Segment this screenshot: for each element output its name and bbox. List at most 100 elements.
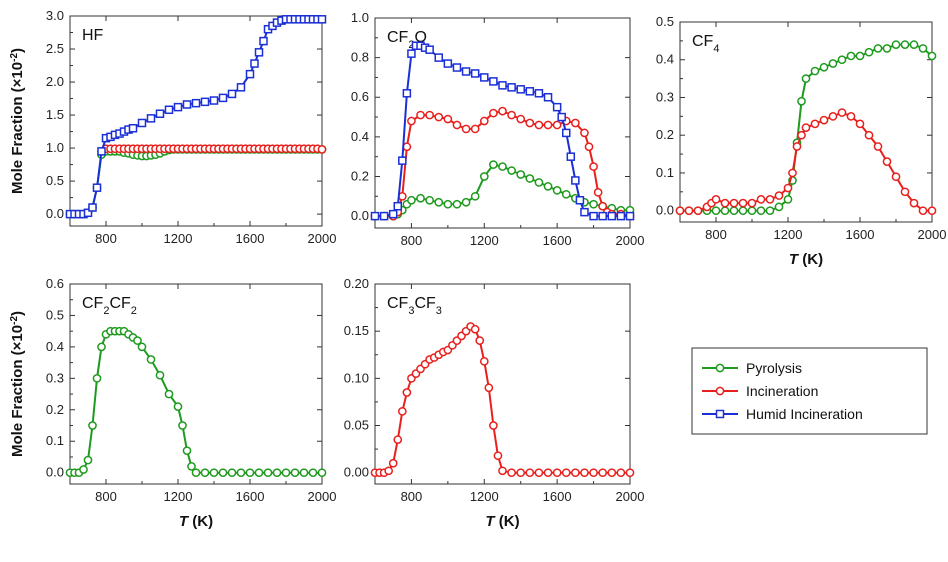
legend: Pyrolysis Incineration Humid Incineration <box>691 347 928 435</box>
data-point-incineration <box>543 120 553 130</box>
data-point-pyrolysis <box>187 462 196 471</box>
data-point-pyrolysis <box>918 44 928 53</box>
data-point-incineration <box>783 183 793 193</box>
y-tick-label: 3.0 <box>46 8 64 23</box>
x-axis-label-unit: (K) <box>188 513 213 530</box>
data-point-humid <box>245 69 255 79</box>
data-point-incineration <box>720 198 730 208</box>
data-point-pyrolysis <box>479 172 489 181</box>
y-tick-label: 0.0 <box>46 465 64 480</box>
data-point-pyrolysis <box>837 55 847 65</box>
data-point-pyrolysis <box>133 336 142 345</box>
data-point-pyrolysis <box>783 195 793 204</box>
series-line-pyrolysis <box>70 148 322 216</box>
x-tick-label: 800 <box>95 231 117 246</box>
data-point-pyrolysis <box>846 51 856 61</box>
y-tick-label: 0.4 <box>656 52 674 67</box>
data-point-humid <box>580 207 589 217</box>
plot-frame <box>69 283 323 485</box>
data-point-incineration <box>616 468 626 478</box>
y-tick-label: 0.2 <box>656 127 674 142</box>
x-axis-label-unit: (K) <box>798 251 823 268</box>
y-tick-label: 1.5 <box>46 107 64 122</box>
y-tick-label: 0.05 <box>344 418 369 433</box>
data-point-humid <box>566 152 576 161</box>
data-point-incineration <box>891 172 901 182</box>
x-tick-label: 1200 <box>470 233 499 248</box>
data-point-incineration <box>479 357 489 366</box>
y-tick-label: 0.1 <box>46 433 64 448</box>
data-point-incineration <box>909 198 919 208</box>
x-tick-label: 800 <box>401 233 423 248</box>
data-point-pyrolysis <box>272 468 282 478</box>
data-point-humid <box>155 109 165 118</box>
data-point-pyrolysis <box>146 355 156 364</box>
data-point-humid <box>402 89 412 98</box>
data-point-incineration <box>571 118 580 128</box>
data-point-incineration <box>475 336 485 345</box>
data-point-pyrolysis <box>561 189 571 199</box>
data-point-incineration <box>797 130 806 140</box>
data-point-incineration <box>598 468 608 478</box>
data-point-pyrolysis <box>236 468 246 478</box>
data-point-incineration <box>493 451 503 461</box>
data-point-humid <box>97 147 106 156</box>
data-point-humid <box>525 87 535 96</box>
data-point-humid <box>164 105 174 115</box>
data-point-pyrolysis <box>797 96 806 106</box>
y-axis-label-main: Mole Fraction (×10 <box>9 325 26 457</box>
data-point-pyrolysis <box>281 468 291 478</box>
data-point-incineration <box>534 120 544 130</box>
data-point-pyrolysis <box>200 468 210 478</box>
data-point-incineration <box>552 120 562 130</box>
data-point-humid <box>516 85 525 94</box>
data-point-pyrolysis <box>308 468 318 478</box>
data-point-humid <box>562 128 571 138</box>
x-tick-label: 800 <box>95 489 117 504</box>
data-point-incineration <box>507 468 516 478</box>
y-tick-label: 0.2 <box>351 168 369 183</box>
data-point-humid <box>625 211 635 221</box>
plot-frame <box>374 283 631 485</box>
x-tick-label: 1200 <box>470 489 499 504</box>
x-tick-label: 2000 <box>616 489 645 504</box>
y-tick-label: 0.4 <box>351 129 369 144</box>
y-tick-label: 0.20 <box>344 276 369 291</box>
data-point-humid <box>83 208 93 218</box>
x-axis-label-unit: (K) <box>495 513 520 530</box>
data-point-pyrolysis <box>97 342 106 352</box>
legend-label-pyrolysis: Pyrolysis <box>746 360 802 376</box>
data-point-incineration <box>397 407 407 416</box>
data-point-humid <box>88 203 97 212</box>
y-tick-label: 0.3 <box>46 370 64 385</box>
y-tick-label: 0.6 <box>351 89 369 104</box>
x-tick-label: 1600 <box>543 489 572 504</box>
legend-label-humid: Humid Incineration <box>746 406 863 422</box>
data-point-incineration <box>675 206 685 216</box>
data-point-incineration <box>837 108 847 117</box>
data-point-incineration <box>470 124 480 134</box>
data-point-incineration <box>484 383 494 393</box>
data-point-incineration <box>684 206 694 216</box>
data-point-pyrolysis <box>416 193 425 203</box>
data-point-pyrolysis <box>290 468 300 478</box>
data-point-incineration <box>489 108 498 118</box>
data-point-incineration <box>534 468 544 478</box>
data-point-incineration <box>607 468 617 478</box>
y-tick-label: 2.0 <box>46 74 64 89</box>
data-point-pyrolysis <box>819 62 829 72</box>
data-point-incineration <box>525 118 535 128</box>
y-tick-label: 0.0 <box>351 208 369 223</box>
data-point-humid <box>589 211 598 221</box>
panel-title: CF4 <box>692 33 719 55</box>
legend-label-incineration: Incineration <box>746 383 818 399</box>
data-point-incineration <box>479 116 489 126</box>
data-point-pyrolysis <box>254 468 264 478</box>
data-point-humid <box>128 124 138 133</box>
data-point-incineration <box>384 466 394 476</box>
x-tick-label: 1600 <box>543 233 572 248</box>
y-axis-label-main: Mole Fraction (×10 <box>9 62 26 194</box>
panel-title-part: HF <box>82 27 104 44</box>
